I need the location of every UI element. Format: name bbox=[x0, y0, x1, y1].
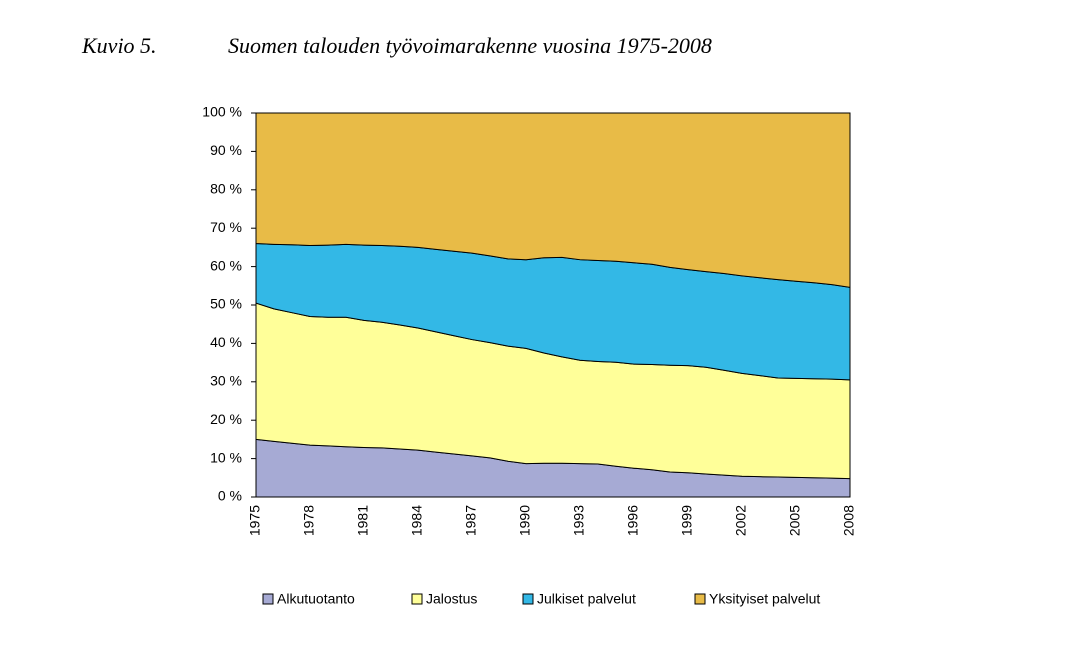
x-tick-label: 2005 bbox=[787, 505, 803, 536]
x-tick-label: 1978 bbox=[301, 505, 317, 536]
x-tick-label: 1981 bbox=[355, 505, 371, 536]
y-tick-label: 10 % bbox=[210, 449, 242, 465]
y-tick-label: 50 % bbox=[210, 296, 242, 312]
x-tick-label: 1990 bbox=[517, 505, 533, 536]
figure-label: Kuvio 5. bbox=[81, 33, 157, 58]
legend-swatch bbox=[694, 593, 706, 605]
y-tick-label: 0 % bbox=[218, 488, 242, 504]
x-tick-label: 1999 bbox=[679, 505, 695, 536]
legend-swatch bbox=[411, 593, 423, 605]
y-tick-label: 30 % bbox=[210, 373, 242, 389]
y-tick-label: 20 % bbox=[210, 411, 242, 427]
x-tick-label: 1975 bbox=[247, 505, 263, 536]
x-tick-label: 1987 bbox=[463, 505, 479, 536]
legend-label: Yksityiset palvelut bbox=[709, 591, 820, 607]
y-tick-label: 70 % bbox=[210, 219, 242, 235]
y-tick-label: 80 % bbox=[210, 181, 242, 197]
x-tick-label: 2002 bbox=[733, 505, 749, 536]
legend-swatch bbox=[522, 593, 534, 605]
legend-label: Julkiset palvelut bbox=[537, 591, 636, 607]
x-tick-label: 2008 bbox=[841, 505, 857, 536]
x-tick-label: 1993 bbox=[571, 505, 587, 536]
chart-title: Suomen talouden työvoimarakenne vuosina … bbox=[228, 33, 712, 58]
y-tick-label: 100 % bbox=[202, 104, 242, 120]
y-tick-label: 60 % bbox=[210, 257, 242, 273]
legend-swatch bbox=[262, 593, 274, 605]
y-tick-label: 90 % bbox=[210, 142, 242, 158]
legend-label: Jalostus bbox=[426, 591, 477, 607]
x-tick-label: 1984 bbox=[409, 505, 425, 536]
legend-label: Alkutuotanto bbox=[277, 591, 355, 607]
y-tick-label: 40 % bbox=[210, 334, 242, 350]
x-tick-label: 1996 bbox=[625, 505, 641, 536]
